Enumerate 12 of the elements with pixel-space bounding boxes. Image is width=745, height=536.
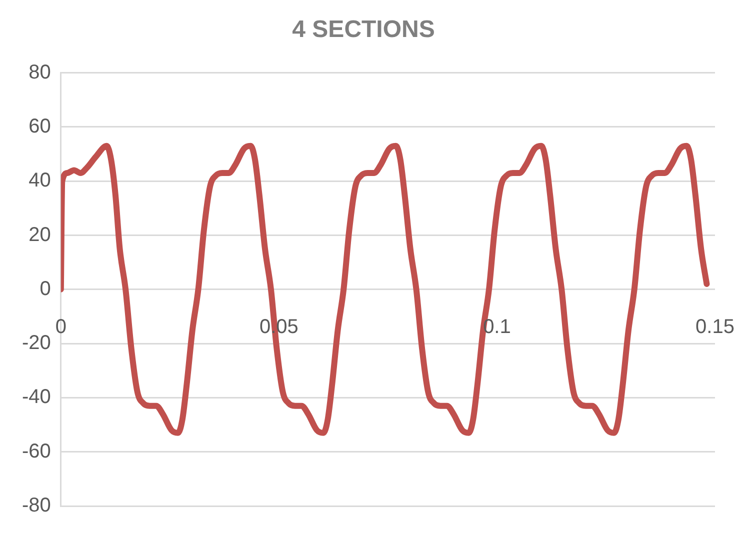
- y-tick-label: -40: [22, 386, 51, 408]
- y-tick-label: 40: [28, 170, 51, 192]
- y-tick-label: 60: [28, 115, 51, 138]
- y-tick-label: -20: [22, 332, 51, 354]
- y-tick-label: -60: [22, 440, 51, 462]
- y-tick-label: 80: [28, 61, 51, 84]
- y-tick-label: 0: [40, 278, 51, 300]
- y-tick-label: 20: [28, 224, 51, 246]
- chart-title: 4 SECTIONS: [292, 16, 435, 44]
- y-tick-label: -80: [22, 494, 51, 517]
- x-tick-label: 0: [55, 316, 66, 338]
- x-tick-label: 0.15: [696, 316, 734, 338]
